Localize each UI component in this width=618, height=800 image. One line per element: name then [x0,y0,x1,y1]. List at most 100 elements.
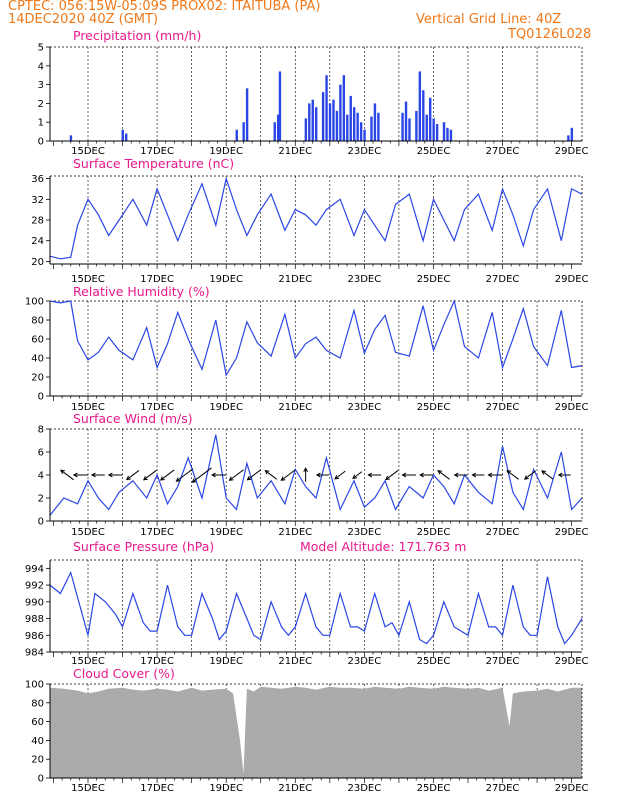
precip-bar [325,75,328,141]
x-tick-label: 23DEC [347,527,381,538]
y-tick-label: 0 [38,517,44,528]
y-tick-label: 28 [31,216,44,227]
x-tick-label: 27DEC [486,146,520,157]
wind-arrow [126,470,140,480]
precip-bar [121,129,124,141]
series-line [49,176,583,260]
x-tick-label: 17DEC [140,656,174,667]
precip-bar [308,103,311,141]
y-tick-label: 80 [31,698,44,709]
header-grid-note: Vertical Grid Line: 40Z [416,12,562,27]
y-tick-label: 988 [25,614,44,625]
wind-arrow-head [334,474,340,480]
wind-arrow-head [367,472,373,478]
wind-arrow-head [437,470,443,475]
wind-arrow-head [175,477,181,482]
precip-bar [415,110,418,141]
wind-arrow-head [506,470,512,475]
y-tick-label: 3 [38,80,44,91]
wind-arrow-head [280,476,286,481]
series-line [49,299,583,377]
wind-arrow-head [191,478,197,483]
x-tick-label: 29DEC [555,402,589,413]
wind-arrow-head [487,472,493,478]
wind-arrow-head [264,470,270,475]
precip-bar [408,118,411,141]
wind-arrow-head [352,474,358,479]
wind-arrow [385,470,399,480]
panel-1: 0 1 2 3 4 5 15DEC 17DEC 19DEC 21DEC 23DEC 25DEC 27DE… [38,28,589,157]
x-tick-label: 25DEC [417,783,451,794]
y-tick-label: 4 [38,471,44,482]
wind-arrow-head [142,475,148,481]
x-tick-label: 25DEC [417,656,451,667]
wind-arrow [281,469,296,481]
y-tick-label: 24 [31,236,44,247]
wind-arrow-head [125,475,131,481]
x-tick-label: 17DEC [140,402,174,413]
wind-arrow [229,469,244,481]
chart-title: Surface Wind (m/s) [73,411,193,426]
y-tick-label: 40 [31,736,44,747]
x-tick-label: 21DEC [278,656,312,667]
x-tick-label: 23DEC [347,402,381,413]
precip-bar [356,112,359,141]
precip-bar [315,107,318,141]
precip-bar [277,114,280,141]
chart-title: Relative Humidity (%) [73,284,210,299]
y-tick-label: 5 [38,43,44,54]
x-tick-label: 23DEC [347,146,381,157]
wind-arrow [334,470,346,480]
y-tick-label: 2 [38,99,44,110]
wind-arrow-head [303,467,308,472]
wind-arrow-head [471,472,477,478]
x-tick-label: 21DEC [278,274,312,285]
model-altitude-label: Model Altitude: 171.763 m [300,539,466,554]
wind-arrow-head [557,472,563,478]
panel-5: 984 986 988 990 992 994 15DEC 17DEC 19DEC 21DEC 23… [25,539,589,667]
x-tick-label: 29DEC [555,527,589,538]
x-tick-label: 19DEC [209,402,243,413]
wind-arrow [541,470,554,480]
precip-bar [377,112,380,141]
precip-bar [429,97,432,141]
precip-bar [328,103,332,141]
wind-arrow-head [107,472,113,478]
header-code: TQ0126L028 [508,27,592,42]
x-tick-label: 19DEC [209,527,243,538]
wind-arrow [524,470,536,480]
x-tick-label: 17DEC [140,274,174,285]
precip-bar [442,122,446,141]
x-tick-label: 25DEC [417,527,451,538]
y-tick-label: 0 [38,137,44,148]
x-tick-label: 29DEC [555,146,589,157]
y-tick-label: 60 [31,335,44,346]
chart-title: Cloud Cover (%) [73,666,175,681]
x-tick-label: 25DEC [417,402,451,413]
y-tick-label: 100 [25,680,44,691]
wind-arrow-head [385,475,390,481]
x-tick-label: 15DEC [71,146,105,157]
x-tick-label: 19DEC [209,274,243,285]
y-tick-label: 40 [31,354,44,365]
chart-title: Surface Temperature (nC) [73,156,234,171]
x-tick-label: 29DEC [555,656,589,667]
precip-bar [570,127,574,141]
y-tick-label: 100 [25,297,44,308]
panel-2: 20 24 28 32 36 15DEC 17DEC 19DEC 21DEC 23DEC 25DEC… [31,156,588,285]
y-tick-label: 6 [38,448,44,459]
series-line [49,570,583,645]
precip-bar [335,110,339,141]
wind-arrow [192,467,212,483]
precip-bar [418,71,422,141]
wind-arrow-head [228,476,234,481]
x-tick-label: 21DEC [278,146,312,157]
x-tick-label: 29DEC [555,274,589,285]
precip-bar [422,90,425,141]
y-tick-label: 4 [38,61,44,72]
x-tick-label: 15DEC [71,402,105,413]
y-tick-label: 36 [31,174,44,185]
y-tick-label: 20 [31,755,44,766]
y-tick-label: 60 [31,717,44,728]
